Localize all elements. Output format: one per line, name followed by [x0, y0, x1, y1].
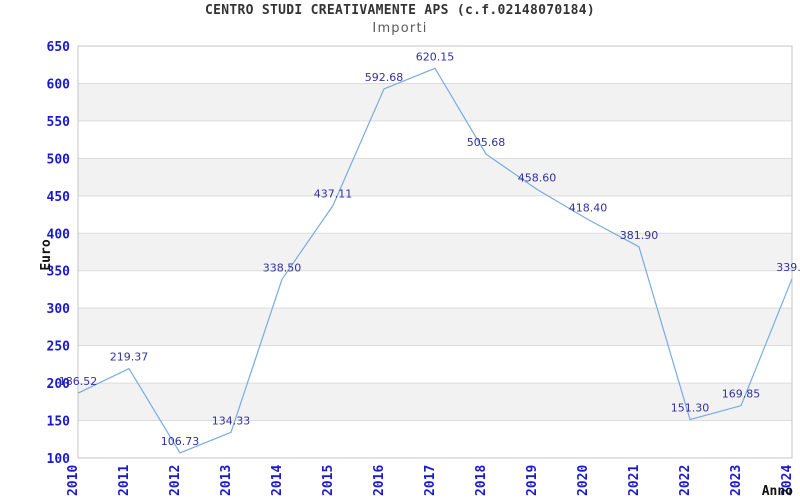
data-point-label: 169.85 — [722, 388, 761, 401]
y-axis-tick-label: 300 — [47, 302, 71, 317]
y-axis-tick-label: 650 — [47, 40, 71, 55]
y-axis-tick-label: 100 — [47, 452, 71, 467]
data-point-label: 339.2 — [776, 261, 800, 274]
plot-band — [78, 158, 792, 196]
plot-border — [77, 45, 793, 459]
data-point-label: 458.60 — [518, 171, 557, 184]
data-point-label: 620.15 — [416, 50, 455, 63]
data-point-label: 437.11 — [314, 187, 353, 200]
x-axis-tick-label: 2014 — [270, 465, 285, 496]
y-axis-tick-label: 550 — [47, 115, 71, 130]
x-axis-tick-label: 2022 — [678, 465, 693, 496]
x-axis-tick-label: 2011 — [117, 465, 132, 496]
x-axis-tick-label: 2024 — [780, 465, 795, 496]
data-line — [77, 67, 793, 454]
chart-subtitle: Importi — [372, 21, 428, 36]
data-point-label: 505.68 — [467, 136, 506, 149]
y-axis-tick-label: 600 — [47, 77, 71, 92]
data-point-label: 338.50 — [263, 261, 302, 274]
x-axis-tick-label: 2013 — [219, 465, 234, 496]
data-point-label: 592.68 — [365, 71, 404, 84]
x-axis-tick-label: 2018 — [474, 465, 489, 496]
x-axis-tick-label: 2017 — [423, 465, 438, 496]
x-axis-title: Anno — [762, 484, 793, 499]
plot-band — [78, 83, 792, 121]
chart-title: CENTRO STUDI CREATIVAMENTE APS (c.f.0214… — [204, 3, 596, 18]
y-axis-tick-label: 400 — [47, 227, 71, 242]
x-axis-tick-label: 2020 — [576, 465, 591, 496]
plot-band — [78, 308, 792, 346]
y-axis-tick-label: 350 — [47, 265, 71, 280]
plot-band — [78, 233, 792, 271]
data-point-label: 186.52 — [59, 375, 98, 388]
x-axis-tick-label: 2012 — [168, 465, 183, 496]
x-axis-tick-label: 2010 — [66, 465, 81, 496]
y-axis-tick-label: 150 — [47, 415, 71, 430]
data-point-label: 418.40 — [569, 201, 608, 214]
plot-band — [78, 383, 792, 421]
data-point-label: 151.30 — [671, 402, 710, 415]
y-axis-tick-label: 250 — [47, 340, 71, 355]
y-axis-tick-label: 500 — [47, 152, 71, 167]
x-axis-tick-label: 2015 — [321, 465, 336, 496]
data-point-label: 134.33 — [212, 414, 251, 427]
y-axis-tick-label: 200 — [47, 377, 71, 392]
x-axis-tick-label: 2023 — [729, 465, 744, 496]
data-point-label: 106.73 — [161, 435, 200, 448]
x-axis-tick-label: 2021 — [627, 465, 642, 496]
y-axis-tick-label: 450 — [47, 190, 71, 205]
data-point-label: 381.90 — [620, 229, 659, 242]
y-axis-title: Euro — [39, 239, 54, 270]
x-axis-tick-label: 2019 — [525, 465, 540, 496]
x-axis-tick-label: 2016 — [372, 465, 387, 496]
data-point-label: 219.37 — [110, 351, 149, 364]
